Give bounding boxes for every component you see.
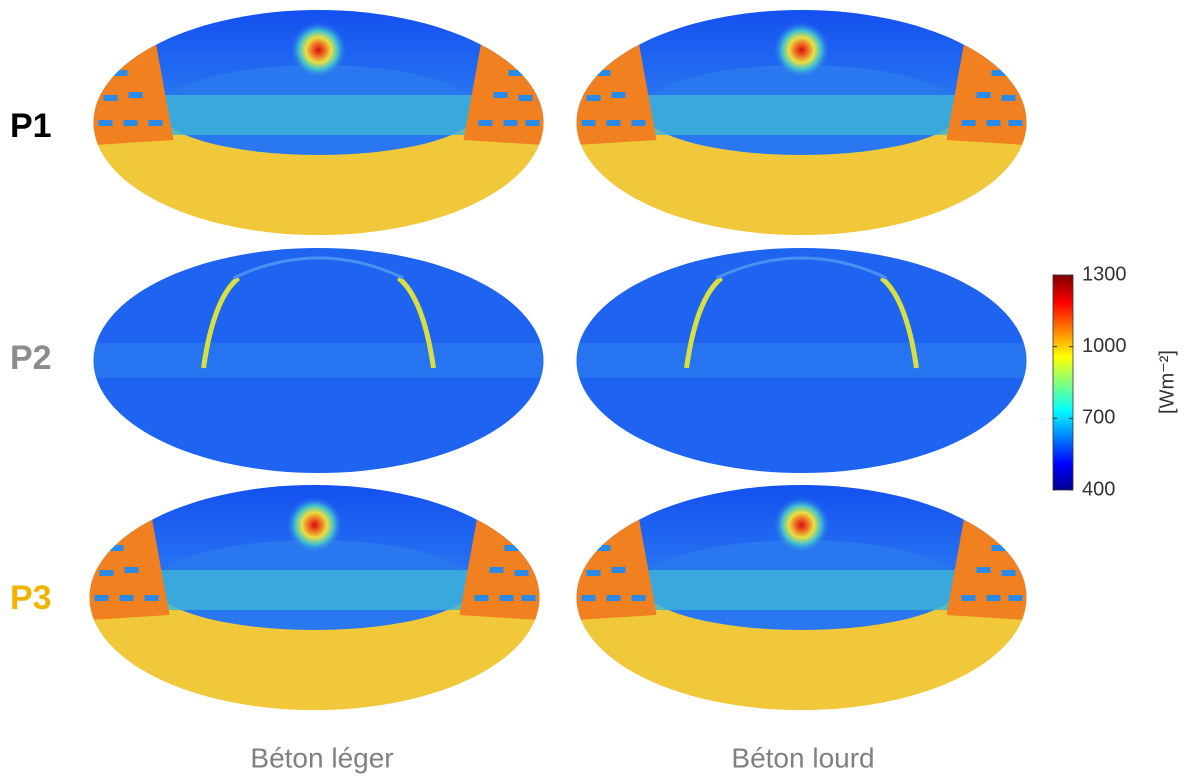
colorbar-tick-label: 1300 xyxy=(1082,263,1127,285)
column-label: Béton lourd xyxy=(731,742,874,773)
irradiance-map xyxy=(577,10,1027,235)
irradiance-map xyxy=(94,248,544,473)
row-label: P2 xyxy=(10,339,52,377)
row-label: P1 xyxy=(10,107,52,145)
colorbar-tick-label: 1000 xyxy=(1082,335,1127,357)
irradiance-map xyxy=(90,485,540,710)
row-label: P3 xyxy=(10,579,52,617)
colorbar-label: [Wm⁻²] xyxy=(1156,350,1178,414)
column-label: Béton léger xyxy=(250,742,393,773)
colorbar-tick-label: 700 xyxy=(1082,407,1115,429)
irradiance-map xyxy=(577,485,1027,710)
irradiance-map xyxy=(94,10,544,235)
colorbar-tick-label: 400 xyxy=(1082,478,1115,500)
colorbar xyxy=(1052,274,1074,491)
irradiance-map xyxy=(577,248,1027,473)
